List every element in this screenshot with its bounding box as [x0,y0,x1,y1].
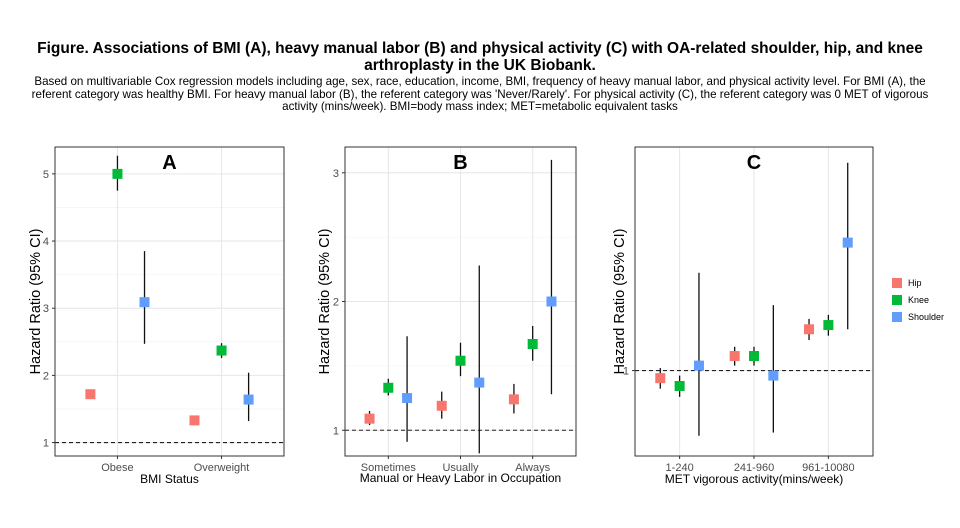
point-hip [189,415,200,426]
x-axis-title: Manual or Heavy Labor in Occupation [360,471,561,485]
y-axis-title: Hazard Ratio (95% CI) [612,229,628,375]
legend-label-hip: Hip [908,278,922,288]
legend: Hip Knee Shoulder [892,278,944,322]
point-knee [216,345,227,356]
figure-caption: Based on multivariable Cox regression mo… [31,75,929,114]
panel-border [54,146,285,457]
x-tick-label: Usually [442,462,479,474]
point-knee [383,382,394,393]
figure-title: Figure. Associations of BMI (A), heavy m… [37,40,923,74]
x-tick-label: 961-10080 [802,462,855,474]
y-tick-label: 3 [333,168,339,180]
point-hip [508,394,519,405]
legend-swatch-hip [892,278,902,288]
x-tick-label: Obese [101,462,133,474]
point-hip [436,400,447,411]
legend-label-shoulder: Shoulder [908,312,944,322]
point-knee [823,320,834,331]
x-axis-title: MET vigorous activity(mins/week) [665,472,844,486]
legend-swatch-shoulder [892,312,902,322]
x-tick-label: Always [515,462,550,474]
point-hip [364,413,375,424]
panel-background [55,147,284,456]
y-tick-label: 3 [43,303,49,315]
panel-label: A [162,152,176,174]
legend-label-knee: Knee [908,295,929,305]
y-tick-label: 2 [333,297,339,309]
y-tick-label: 5 [43,169,49,181]
point-shoulder [842,237,853,248]
y-tick-label: 1 [623,366,629,378]
point-knee [749,351,759,362]
point-hip [85,389,96,400]
point-knee [455,355,466,366]
x-tick-label: 1-240 [666,462,694,474]
y-tick-label: 1 [43,438,49,450]
y-tick-label: 2 [43,370,49,382]
point-shoulder [474,377,485,388]
y-tick-label: 1 [333,425,339,437]
point-knee [112,168,123,179]
y-axis-title: Hazard Ratio (95% CI) [28,229,44,375]
point-knee [674,380,685,391]
x-tick-label: Sometimes [361,462,417,474]
point-shoulder [402,393,413,404]
point-hip [729,351,740,362]
panel-label: C [747,152,761,174]
x-tick-label: 241-960 [734,462,774,474]
point-hip [804,324,815,335]
x-tick-label: Overweight [194,462,250,474]
point-hip [655,373,666,384]
point-shoulder [139,297,150,308]
panel-label: B [453,152,467,174]
point-shoulder [243,394,254,405]
point-shoulder [768,370,779,381]
y-tick-label: 4 [43,236,49,248]
point-shoulder [693,360,704,371]
x-axis-title: BMI Status [140,472,199,486]
y-axis-title: Hazard Ratio (95% CI) [317,229,333,375]
point-knee [527,338,538,349]
legend-swatch-knee [892,295,902,305]
point-shoulder [546,296,557,307]
